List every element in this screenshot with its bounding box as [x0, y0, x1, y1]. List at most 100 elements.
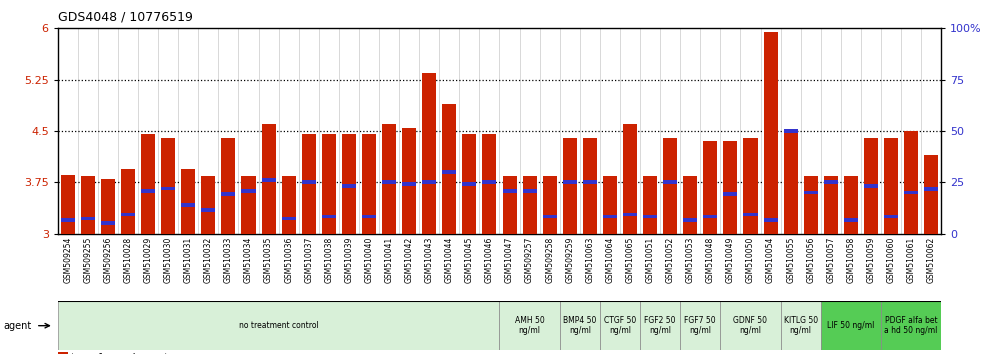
Text: GSM510040: GSM510040 — [365, 237, 374, 284]
Bar — [181, 203, 195, 207]
Bar — [603, 176, 617, 234]
Bar — [844, 176, 858, 234]
Bar — [58, 352, 68, 354]
Text: FGF2 50
ng/ml: FGF2 50 ng/ml — [644, 316, 676, 335]
Bar — [302, 181, 316, 184]
Bar — [503, 189, 517, 193]
Text: GSM510038: GSM510038 — [325, 237, 334, 283]
Bar — [523, 176, 537, 234]
Text: GSM510058: GSM510058 — [847, 237, 856, 283]
Bar — [342, 135, 356, 234]
Bar — [122, 169, 135, 234]
Bar — [924, 155, 938, 234]
Text: CTGF 50
ng/ml: CTGF 50 ng/ml — [604, 316, 636, 335]
Bar — [422, 73, 436, 234]
Bar — [382, 181, 396, 184]
Text: GSM510037: GSM510037 — [304, 237, 314, 284]
Text: GSM510050: GSM510050 — [746, 237, 755, 284]
Bar — [603, 215, 617, 218]
Text: GSM510049: GSM510049 — [726, 237, 735, 284]
Bar — [81, 176, 95, 234]
Text: GSM510031: GSM510031 — [184, 237, 193, 283]
Text: GSM510052: GSM510052 — [665, 237, 674, 283]
Bar — [282, 176, 296, 234]
Bar — [342, 184, 356, 188]
Bar — [442, 104, 456, 234]
Bar — [804, 191, 818, 194]
Text: GSM510061: GSM510061 — [906, 237, 915, 283]
Bar — [181, 169, 195, 234]
Text: GSM510048: GSM510048 — [706, 237, 715, 283]
Text: transformed count: transformed count — [72, 353, 168, 354]
Bar — [683, 176, 697, 234]
Text: GSM510057: GSM510057 — [827, 237, 836, 284]
Bar — [482, 135, 496, 234]
Text: GSM510044: GSM510044 — [445, 237, 454, 284]
Bar — [499, 301, 560, 350]
Text: GSM509254: GSM509254 — [64, 237, 73, 284]
Bar — [101, 179, 115, 234]
Text: GSM510034: GSM510034 — [244, 237, 253, 284]
Bar — [583, 138, 597, 234]
Bar — [643, 176, 657, 234]
Bar — [442, 170, 456, 174]
Bar — [563, 138, 577, 234]
Text: GSM510060: GSM510060 — [886, 237, 895, 284]
Bar — [221, 192, 235, 196]
Bar — [703, 141, 717, 234]
Bar — [161, 187, 175, 190]
Bar — [402, 127, 416, 234]
Text: GSM510043: GSM510043 — [424, 237, 433, 284]
Bar — [821, 301, 881, 350]
Bar — [743, 213, 758, 216]
Text: GSM510056: GSM510056 — [806, 237, 815, 284]
Text: GSM509255: GSM509255 — [84, 237, 93, 284]
Bar — [282, 217, 296, 221]
Bar — [643, 215, 657, 218]
Text: BMP4 50
ng/ml: BMP4 50 ng/ml — [563, 316, 597, 335]
Bar — [844, 218, 858, 222]
Bar — [683, 218, 697, 222]
Text: PDGF alfa bet
a hd 50 ng/ml: PDGF alfa bet a hd 50 ng/ml — [884, 316, 938, 335]
Text: GSM509258: GSM509258 — [545, 237, 554, 283]
Bar — [141, 135, 155, 234]
Bar — [703, 215, 717, 218]
Bar — [784, 129, 798, 133]
Bar — [743, 138, 758, 234]
Bar — [262, 124, 276, 234]
Bar — [781, 301, 821, 350]
Bar — [784, 131, 798, 234]
Text: GSM510036: GSM510036 — [284, 237, 293, 284]
Text: GDS4048 / 10776519: GDS4048 / 10776519 — [58, 11, 192, 24]
Bar — [680, 301, 720, 350]
Bar — [563, 181, 577, 184]
Text: GSM510032: GSM510032 — [204, 237, 213, 283]
Bar — [864, 138, 877, 234]
Bar — [482, 181, 496, 184]
Bar — [560, 301, 600, 350]
Bar — [221, 138, 235, 234]
Bar — [141, 189, 155, 193]
Bar — [804, 176, 818, 234]
Bar — [904, 191, 918, 194]
Text: GSM510053: GSM510053 — [685, 237, 695, 284]
Bar — [881, 301, 941, 350]
Text: GSM510039: GSM510039 — [345, 237, 354, 284]
Text: GSM510054: GSM510054 — [766, 237, 775, 284]
Text: GSM510055: GSM510055 — [786, 237, 795, 284]
Bar — [824, 176, 838, 234]
Bar — [864, 184, 877, 188]
Bar — [904, 131, 918, 234]
Text: GSM510033: GSM510033 — [224, 237, 233, 284]
Bar — [600, 301, 640, 350]
Bar — [924, 187, 938, 191]
Bar — [302, 135, 316, 234]
Text: GSM510062: GSM510062 — [926, 237, 935, 283]
Bar — [402, 182, 416, 186]
Bar — [663, 181, 677, 184]
Bar — [640, 301, 680, 350]
Bar — [322, 135, 336, 234]
Text: GSM510064: GSM510064 — [606, 237, 615, 284]
Text: AMH 50
ng/ml: AMH 50 ng/ml — [515, 316, 545, 335]
Bar — [543, 176, 557, 234]
